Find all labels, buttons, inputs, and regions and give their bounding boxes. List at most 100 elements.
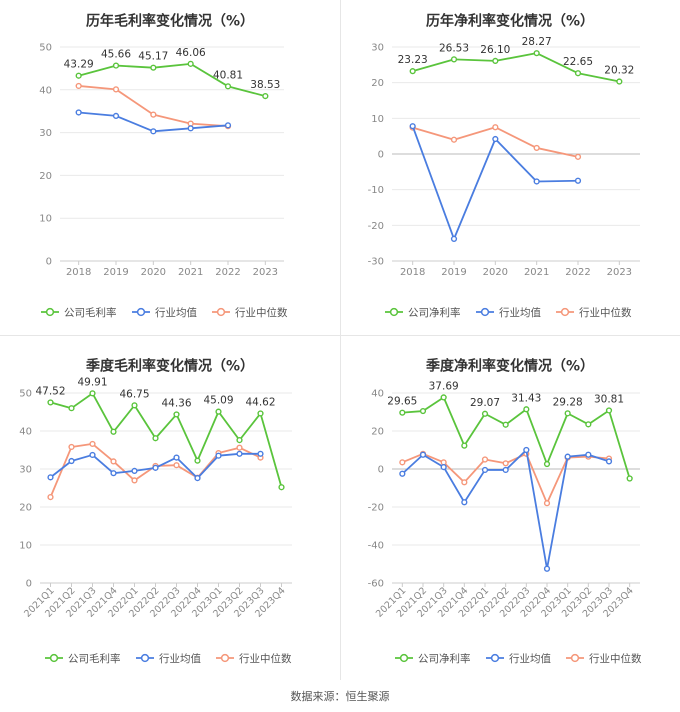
data-point-industry_median xyxy=(461,479,468,486)
legend-item-company[interactable]: 公司净利率 xyxy=(395,652,471,665)
data-source-note: 数据来源：恒生聚源 xyxy=(290,690,390,703)
data-point-industry_avg xyxy=(131,467,138,475)
legend-item-industry_avg[interactable]: 行业均值 xyxy=(136,652,201,665)
quarterly-net-chart: 季度净利率变化情况（%）-60-40-20020402021Q12021Q220… xyxy=(368,358,642,665)
x-tick-label: 2019 xyxy=(103,267,128,278)
data-point-company xyxy=(278,484,285,491)
data-point-company xyxy=(150,64,157,71)
chart-title: 历年净利率变化情况（%） xyxy=(426,13,594,30)
y-tick-label: 0 xyxy=(378,465,384,476)
y-tick-label: 40 xyxy=(371,389,384,400)
data-point-industry_avg xyxy=(68,457,75,465)
data-point-company xyxy=(173,411,180,418)
series-line-company xyxy=(412,52,620,83)
data-point-company xyxy=(543,460,551,468)
data-label: 26.10 xyxy=(480,44,510,56)
data-label: 45.66 xyxy=(101,49,131,61)
data-point-industry_avg xyxy=(543,565,551,572)
y-tick-label: 0 xyxy=(378,150,384,161)
legend-item-industry_median[interactable]: 行业中位数 xyxy=(566,652,642,665)
data-label: 43.29 xyxy=(64,59,94,71)
y-tick-label: 50 xyxy=(39,43,52,54)
data-point-industry_avg xyxy=(605,458,613,465)
data-label: 31.43 xyxy=(511,392,541,404)
legend-item-industry_avg[interactable]: 行业均值 xyxy=(486,652,551,665)
data-label: 26.53 xyxy=(439,42,469,54)
x-tick-label: 2023 xyxy=(607,267,632,278)
data-label: 49.91 xyxy=(77,376,107,388)
data-label: 47.52 xyxy=(35,385,65,397)
data-point-company xyxy=(409,68,416,75)
legend-item-industry_avg[interactable]: 行业均值 xyxy=(132,306,197,319)
data-point-industry_median xyxy=(492,124,499,131)
data-point-company xyxy=(152,435,159,442)
data-point-industry_avg xyxy=(194,475,201,482)
legend-item-company[interactable]: 公司毛利率 xyxy=(41,306,117,319)
data-point-company xyxy=(481,410,489,417)
quarterly-gross-chart: 季度毛利率变化情况（%）010203040502021Q12021Q22021Q… xyxy=(19,358,292,665)
data-point-company xyxy=(585,421,592,428)
data-point-company xyxy=(399,409,406,416)
y-tick-label: 20 xyxy=(39,171,52,182)
y-tick-label: 30 xyxy=(39,128,52,139)
y-tick-label: -30 xyxy=(368,257,384,268)
horizontal-divider xyxy=(0,335,680,336)
data-point-company xyxy=(257,410,264,417)
chart-title: 历年毛利率变化情况（%） xyxy=(86,13,254,30)
data-label: 45.17 xyxy=(138,51,168,63)
data-point-industry_median xyxy=(110,458,117,465)
data-point-industry_median xyxy=(399,459,406,466)
data-point-industry_avg xyxy=(257,450,264,457)
data-point-industry_avg xyxy=(110,470,117,477)
data-label: 37.69 xyxy=(429,380,459,392)
x-tick-label: 2019 xyxy=(441,267,466,278)
y-tick-label: 10 xyxy=(371,114,384,125)
data-point-industry_avg xyxy=(461,499,468,506)
data-point-industry_avg xyxy=(112,112,120,120)
data-point-industry_avg xyxy=(187,125,194,132)
data-point-industry_avg xyxy=(173,454,180,461)
y-tick-label: 30 xyxy=(371,43,384,54)
legend-item-industry_median[interactable]: 行业中位数 xyxy=(556,306,632,319)
y-tick-label: 0 xyxy=(26,579,32,590)
legend-swatch-marker xyxy=(45,307,55,317)
x-tick-label: 2018 xyxy=(400,267,425,278)
data-point-industry_median xyxy=(75,82,82,90)
legend-swatch-marker xyxy=(399,653,409,663)
legend-item-company[interactable]: 公司毛利率 xyxy=(45,652,121,665)
y-tick-label: 10 xyxy=(19,541,32,552)
legend-item-industry_median[interactable]: 行业中位数 xyxy=(216,652,292,665)
x-tick-label: 2021 xyxy=(178,267,203,278)
data-point-industry_avg xyxy=(47,474,54,481)
legend-label: 公司毛利率 xyxy=(68,652,121,665)
data-label: 22.65 xyxy=(563,56,593,68)
y-tick-label: 20 xyxy=(371,78,384,89)
data-point-company xyxy=(461,442,468,449)
legend-item-company[interactable]: 公司净利率 xyxy=(385,306,461,319)
data-label: 38.53 xyxy=(250,79,280,91)
y-tick-label: 20 xyxy=(19,503,32,514)
data-point-industry_avg xyxy=(574,177,582,184)
legend-item-industry_avg[interactable]: 行业均值 xyxy=(476,306,541,319)
x-tick-label: 2018 xyxy=(66,267,91,278)
series-line-industry_avg xyxy=(411,125,579,240)
data-point-industry_median xyxy=(131,477,138,484)
data-point-industry_avg xyxy=(523,446,530,454)
data-point-company xyxy=(626,475,633,482)
legend-label: 公司净利率 xyxy=(408,306,461,319)
legend-label: 行业均值 xyxy=(499,306,541,319)
data-label: 46.06 xyxy=(176,47,206,59)
data-point-industry_median xyxy=(543,500,551,507)
data-point-industry_avg xyxy=(502,466,509,474)
y-tick-label: -20 xyxy=(368,503,384,514)
data-label: 46.75 xyxy=(119,388,149,400)
x-tick-label: 2023 xyxy=(253,267,278,278)
data-point-industry_avg xyxy=(399,470,406,477)
data-point-industry_median xyxy=(173,462,180,469)
x-tick-label: 2022 xyxy=(565,267,590,278)
legend-swatch-marker xyxy=(490,653,500,663)
legend-item-industry_median[interactable]: 行业中位数 xyxy=(212,306,288,319)
data-point-company xyxy=(564,410,571,417)
data-point-industry_avg xyxy=(152,464,159,471)
